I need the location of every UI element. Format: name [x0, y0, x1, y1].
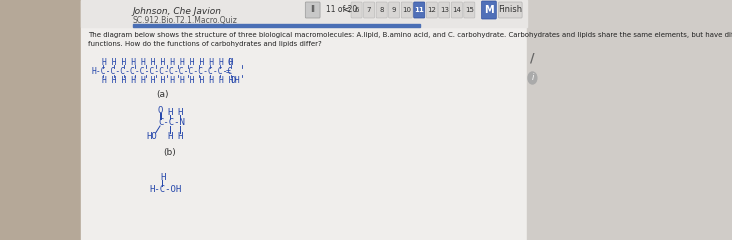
Text: 7: 7	[367, 7, 371, 13]
Bar	[81, 0, 527, 27]
FancyBboxPatch shape	[452, 2, 463, 18]
Text: Johnson, Che Javion: Johnson, Che Javion	[132, 7, 222, 16]
Text: functions. How do the functions of carbohydrates and lipids differ?: functions. How do the functions of carbo…	[89, 41, 322, 47]
Text: H H H H H H H H H H H H H H: H H H H H H H H H H H H H H	[102, 58, 234, 67]
Bar	[81, 0, 527, 240]
Text: 11: 11	[414, 7, 424, 13]
Text: H-C-OH: H-C-OH	[150, 185, 182, 194]
Text: O: O	[227, 58, 232, 67]
Text: The diagram below shows the structure of three biological macromolecules: A.lipi: The diagram below shows the structure of…	[89, 32, 732, 38]
Text: H: H	[168, 108, 173, 117]
Text: M: M	[484, 5, 493, 15]
Text: Finish: Finish	[498, 6, 523, 14]
Text: 6: 6	[354, 7, 359, 13]
Text: II: II	[310, 6, 315, 14]
Text: H: H	[178, 132, 183, 141]
Text: =: =	[225, 67, 231, 76]
Text: 14: 14	[452, 7, 461, 13]
Text: H: H	[160, 173, 165, 182]
Text: 9: 9	[392, 7, 397, 13]
FancyBboxPatch shape	[438, 2, 450, 18]
Text: 12: 12	[427, 7, 436, 13]
Bar	[132, 24, 420, 27]
Bar	[0, 0, 81, 240]
FancyBboxPatch shape	[351, 2, 362, 18]
FancyBboxPatch shape	[364, 2, 375, 18]
FancyBboxPatch shape	[498, 2, 522, 18]
Text: (b): (b)	[163, 148, 176, 157]
Text: OH: OH	[230, 76, 240, 85]
FancyBboxPatch shape	[389, 2, 400, 18]
Text: H: H	[168, 132, 173, 141]
Text: H H H H H H H H H H H H H H: H H H H H H H H H H H H H H	[102, 76, 234, 85]
Circle shape	[528, 72, 537, 84]
Text: 13: 13	[440, 7, 449, 13]
Text: O: O	[157, 106, 163, 115]
Text: 10: 10	[402, 7, 411, 13]
Text: C-C-N: C-C-N	[159, 118, 185, 127]
Text: HO: HO	[146, 132, 157, 141]
FancyBboxPatch shape	[401, 2, 412, 18]
Text: i: i	[531, 73, 534, 83]
Text: /: /	[530, 52, 535, 65]
FancyBboxPatch shape	[376, 2, 387, 18]
Text: 15: 15	[465, 7, 474, 13]
Text: H: H	[178, 108, 183, 117]
Bar	[527, 0, 539, 240]
Text: H-C-C-C-C-C-C-C-C-C-C-C-C-C-C: H-C-C-C-C-C-C-C-C-C-C-C-C-C-C	[92, 67, 233, 76]
FancyBboxPatch shape	[414, 2, 425, 18]
Text: 11 of 20: 11 of 20	[326, 6, 357, 14]
Text: SC.912.Bio.T2.1.Macro.Quiz: SC.912.Bio.T2.1.Macro.Quiz	[132, 16, 238, 25]
FancyBboxPatch shape	[464, 2, 475, 18]
Text: 8: 8	[379, 7, 384, 13]
Text: (a): (a)	[156, 90, 168, 99]
FancyBboxPatch shape	[426, 2, 437, 18]
FancyBboxPatch shape	[482, 1, 496, 19]
Text: <: <	[343, 5, 351, 15]
FancyBboxPatch shape	[305, 2, 320, 18]
